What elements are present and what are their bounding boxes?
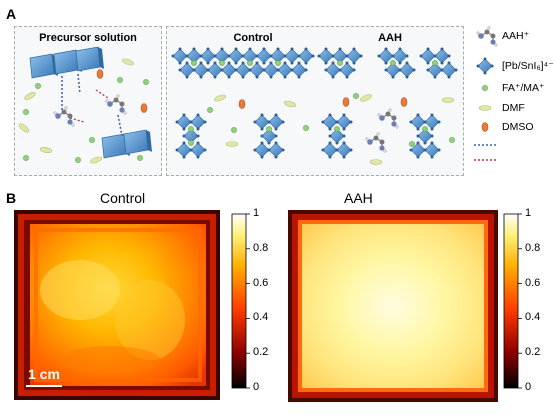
pl-maps: [14, 210, 522, 402]
aah-lattice: [317, 47, 458, 165]
aah-pl-map: [288, 210, 498, 402]
legend-octahedron-label: [Pb/SnI₆]⁴⁻: [502, 60, 554, 72]
aah-cb-tick-0: 0: [525, 381, 532, 393]
precursor-solution-title: Precursor solution: [39, 32, 137, 44]
aah-cb-tick-02: 0.2: [525, 346, 541, 358]
legend-aah-label: AAH⁺: [502, 30, 530, 42]
control-cb-tick-04: 0.4: [253, 311, 269, 323]
aah-image-title: AAH: [344, 190, 373, 206]
aah-cb-tick-08: 0.8: [525, 242, 541, 254]
control-structure-title: Control: [233, 32, 273, 44]
control-pl-map: [14, 210, 220, 400]
aah-cb-tick-04: 0.4: [525, 311, 541, 323]
control-image-title: Control: [100, 190, 146, 206]
aah-structure-title: AAH: [378, 32, 402, 44]
aah-cb-tick-1: 1: [525, 207, 532, 219]
precursor-scene: [17, 46, 153, 165]
control-cb-tick-08: 0.8: [253, 242, 269, 254]
aah-colorbar: [503, 213, 522, 389]
scale-bar-label: 1 cm: [28, 366, 60, 382]
legend-cation-label: FA⁺/MA⁺: [502, 82, 545, 94]
legend-icons: [474, 26, 498, 161]
control-lattice: [171, 47, 315, 159]
control-cb-tick-1: 1: [253, 207, 260, 219]
panel-a-letter: A: [6, 6, 17, 22]
control-cb-tick-0: 0: [253, 381, 260, 393]
aah-cb-tick-06: 0.6: [525, 277, 541, 289]
panel-a-schematic: [17, 26, 498, 165]
control-cb-tick-02: 0.2: [253, 346, 269, 358]
legend-dmso-label: DMSO: [502, 121, 534, 133]
control-cb-tick-06: 0.6: [253, 277, 269, 289]
panel-b-letter: B: [6, 190, 17, 206]
legend-dmf-label: DMF: [502, 102, 525, 114]
control-colorbar: [231, 213, 250, 389]
